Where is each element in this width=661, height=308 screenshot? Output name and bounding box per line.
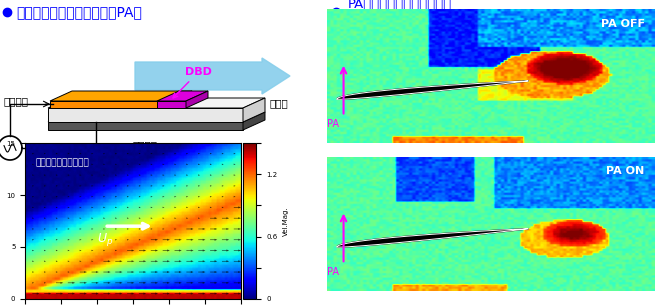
Y-axis label: y mm: y mm: [0, 209, 1, 233]
Polygon shape: [243, 98, 265, 122]
Polygon shape: [337, 81, 528, 99]
FancyArrow shape: [135, 58, 290, 94]
Text: $U_p$: $U_p$: [97, 231, 114, 248]
Y-axis label: Vel.Mag.: Vel.Mag.: [283, 206, 289, 236]
Polygon shape: [337, 229, 528, 247]
Text: 絶縁材: 絶縁材: [270, 98, 289, 108]
Polygon shape: [243, 112, 265, 130]
Text: （PIV解析による渦度分布）: （PIV解析による渦度分布）: [348, 11, 457, 25]
Polygon shape: [157, 91, 208, 101]
Polygon shape: [50, 101, 170, 108]
Polygon shape: [48, 112, 265, 122]
Polygon shape: [48, 98, 265, 108]
Polygon shape: [50, 91, 192, 101]
Text: DBD: DBD: [173, 67, 212, 98]
Polygon shape: [186, 91, 208, 108]
Polygon shape: [157, 101, 186, 108]
Polygon shape: [48, 108, 243, 122]
Text: 裏面電極: 裏面電極: [132, 140, 157, 150]
Text: PA: PA: [327, 119, 339, 129]
Text: PA: PA: [327, 267, 339, 277]
Text: 壁面に沿う一方向流れ: 壁面に沿う一方向流れ: [36, 159, 90, 168]
Text: PAによる翼周りはく離制御: PAによる翼周りはく離制御: [348, 0, 452, 11]
Polygon shape: [48, 122, 243, 130]
Polygon shape: [170, 91, 192, 108]
Text: PA OFF: PA OFF: [601, 18, 644, 29]
Text: PA ON: PA ON: [606, 166, 644, 176]
Text: プラズマアクチュエータ（PA）: プラズマアクチュエータ（PA）: [16, 5, 142, 19]
Text: 露出電極: 露出電極: [3, 96, 28, 106]
